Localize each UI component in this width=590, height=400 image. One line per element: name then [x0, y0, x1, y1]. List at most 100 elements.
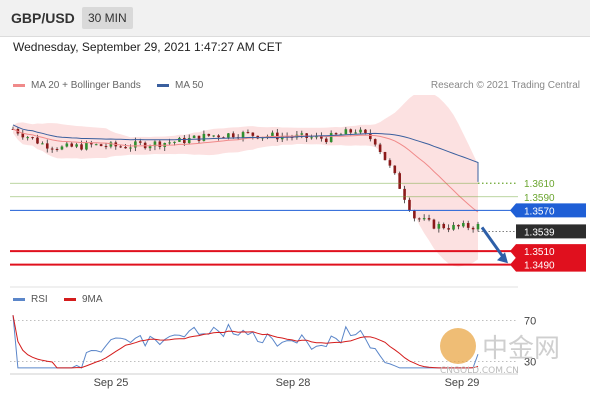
currency-pair-title: GBP/USD	[11, 10, 75, 26]
legend-bollinger: MA 20 + Bollinger Bands	[13, 80, 141, 91]
candle-body	[65, 143, 69, 147]
research-credit: Research © 2021 Trading Central	[430, 80, 580, 91]
forecast-arrow	[480, 226, 508, 264]
candle-body	[104, 146, 108, 148]
candle-body	[60, 146, 64, 150]
level-label: 1.3510	[524, 247, 555, 258]
level-tag	[510, 244, 586, 259]
candle-body	[212, 135, 215, 137]
legend-ma50: MA 50	[157, 80, 203, 91]
x-tick-label: Sep 29	[445, 377, 480, 389]
candle-body	[75, 144, 78, 147]
candle-body	[168, 142, 171, 144]
candle-body	[50, 148, 54, 150]
level-tag	[510, 257, 586, 272]
candle-body	[94, 144, 98, 146]
moving-averages	[12, 124, 479, 213]
candle-body	[148, 146, 152, 149]
candle-body	[369, 133, 372, 140]
rsi-swatch	[13, 297, 25, 301]
current-price-tag	[516, 224, 586, 239]
candle-body	[393, 165, 397, 174]
candle-body	[85, 142, 88, 150]
candle-body	[329, 133, 333, 143]
candle-body	[207, 133, 211, 136]
candle-body	[364, 129, 367, 134]
candle-body	[354, 132, 357, 134]
candle-body	[373, 139, 377, 145]
candle-body	[124, 146, 127, 149]
candle-body	[452, 224, 455, 230]
candle-body	[222, 137, 225, 139]
bollinger-swatch	[13, 83, 25, 87]
level-tag	[510, 203, 586, 218]
level-label: 1.3590	[524, 193, 555, 204]
candle-body	[202, 133, 206, 141]
candle-body	[246, 132, 250, 134]
candle-body	[173, 141, 176, 143]
candle-body	[80, 144, 83, 150]
candle-body	[217, 135, 220, 138]
candle-body	[192, 135, 196, 139]
level-label: 1.3610	[524, 179, 555, 190]
candle-body	[388, 160, 392, 166]
rsi-9ma-line	[12, 315, 479, 369]
candle-body	[138, 141, 142, 143]
candle-body	[466, 223, 470, 228]
legend-9ma: 9MA	[64, 294, 103, 305]
candle-body	[417, 218, 421, 220]
candle-body	[41, 143, 44, 145]
arrow-shaft	[480, 226, 506, 260]
legend-rsi: RSI	[13, 294, 48, 305]
candle-body	[99, 144, 103, 147]
level-lines: 1.3610 1.3590 1.3570 1.3539 1.3510 1.3490	[10, 179, 586, 272]
candle-body	[447, 228, 450, 230]
candle-body	[437, 223, 441, 229]
candle-body	[398, 173, 401, 189]
candle-body	[300, 133, 304, 135]
level-label: 1.3490	[524, 261, 555, 272]
level-label: 1.3570	[524, 206, 555, 217]
ma9-swatch	[64, 297, 76, 301]
candle-body	[129, 147, 132, 149]
candle-body	[271, 132, 274, 137]
candle-body	[70, 143, 74, 147]
timeframe-button[interactable]: 30 MIN	[82, 7, 133, 29]
rsi-level-label: 30	[524, 357, 536, 369]
candle-body	[310, 137, 313, 139]
candle-body	[26, 137, 29, 139]
legend-bollinger-label: MA 20 + Bollinger Bands	[31, 80, 141, 91]
candle-body	[55, 148, 59, 150]
candle-body	[31, 137, 34, 139]
candle-body	[231, 133, 235, 138]
candle-body	[442, 223, 446, 229]
candle-body	[241, 132, 245, 138]
rsi-level-label: 70	[524, 315, 536, 327]
candle-body	[153, 141, 157, 147]
rsi-panel: 70 30	[10, 286, 536, 369]
watermark-name: 中金网	[482, 334, 561, 364]
watermark-logo	[440, 328, 476, 364]
x-axis: Sep 25 Sep 28 Sep 29	[10, 373, 518, 389]
candle-body	[334, 133, 338, 135]
candle-body	[251, 132, 255, 136]
candle-body	[227, 133, 230, 138]
candle-body	[408, 199, 411, 211]
candle-body	[378, 144, 382, 152]
legend-ma50-label: MA 50	[175, 80, 204, 91]
candle-body	[36, 137, 39, 144]
candle-body	[476, 223, 480, 230]
candle-body	[349, 129, 353, 133]
candle-body	[359, 129, 362, 133]
candle-body	[158, 141, 162, 147]
candle-body	[276, 132, 279, 140]
watermark: 中金网 CNGOLD.COM.CN	[440, 328, 580, 378]
legend-9ma-label: 9MA	[82, 294, 103, 305]
candle-body	[344, 129, 348, 135]
candle-body	[45, 143, 49, 149]
candle-body	[183, 137, 186, 144]
candle-body	[403, 188, 406, 200]
x-tick-label: Sep 28	[276, 377, 311, 389]
candle-body	[320, 135, 323, 139]
